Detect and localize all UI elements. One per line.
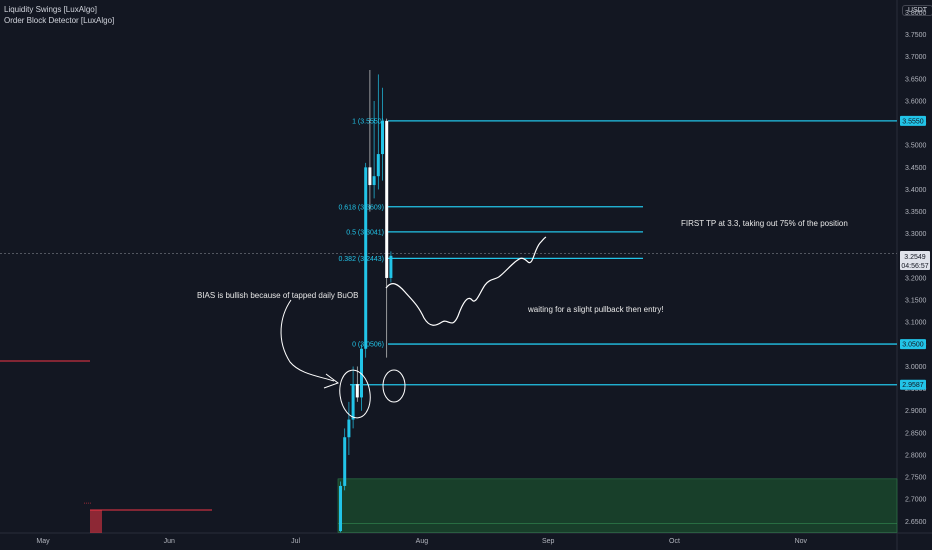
liquidity-tiny-label: ▪ ▪ ▪ ▪ xyxy=(84,501,91,505)
pullback-annotation[interactable]: waiting for a slight pullback then entry… xyxy=(527,305,664,314)
x-tick-label: Jul xyxy=(291,538,300,545)
y-tick-label: 3.1000 xyxy=(905,320,927,327)
swing-low-circle-drawing[interactable] xyxy=(382,369,406,403)
y-tick-label: 3.6500 xyxy=(905,76,927,83)
y-tick-label: 2.6500 xyxy=(905,519,927,526)
bias-annotation[interactable]: BIAS is bullish because of tapped daily … xyxy=(197,291,358,300)
y-tick-label: 3.1500 xyxy=(905,298,927,305)
y-tick-label: 2.9000 xyxy=(905,408,927,415)
y-tick-label: 3.6000 xyxy=(905,98,927,105)
candle-body[interactable] xyxy=(351,384,355,420)
current-price-value: 3.2549 xyxy=(904,254,926,261)
currency-button[interactable]: USDT xyxy=(902,5,932,16)
indicator-liquidity-swings[interactable]: Liquidity Swings [LuxAlgo] xyxy=(4,5,97,14)
y-tick-label: 2.8500 xyxy=(905,430,927,437)
fib-level-label: 0.382 (3.2443) xyxy=(338,256,384,263)
y-tick-label: 3.0000 xyxy=(905,364,927,371)
x-tick-label: Nov xyxy=(795,538,808,545)
take-profit-annotation[interactable]: FIRST TP at 3.3, taking out 75% of the p… xyxy=(681,219,848,228)
candle-body[interactable] xyxy=(339,485,342,532)
fib-price-badge xyxy=(900,339,926,350)
fib-level-label: 0 (3.0506) xyxy=(352,342,384,349)
x-tick-label: Jun xyxy=(164,538,175,545)
y-tick-label: 3.7000 xyxy=(905,54,927,61)
fibonacci-retracement[interactable]: 1 (3.5550)0.618 (3.3609)0.5 (3.3041)0.38… xyxy=(338,118,897,386)
current-price-badge: 3.2549 04:56:57 xyxy=(900,251,930,270)
x-tick-label: Oct xyxy=(669,538,680,545)
y-tick-label: 3.3000 xyxy=(905,231,927,238)
candle-body[interactable] xyxy=(347,419,351,438)
candle-body[interactable] xyxy=(381,120,384,155)
candle-body[interactable] xyxy=(368,167,372,186)
candles[interactable] xyxy=(339,69,393,533)
y-tick-label: 3.5000 xyxy=(905,143,927,150)
liquidity-volume-zone xyxy=(90,510,102,533)
bullish-order-block-zone[interactable] xyxy=(337,478,898,533)
price-axis-badges: 3.5550 3.0500 2.9587 xyxy=(900,115,926,390)
candle-body[interactable] xyxy=(364,167,368,349)
fib-level-label: 1 (3.5550) xyxy=(352,118,384,125)
x-tick-label: Aug xyxy=(416,538,429,545)
candle-countdown: 04:56:57 xyxy=(901,263,928,270)
x-tick-label: May xyxy=(36,538,50,545)
candle-body[interactable] xyxy=(389,255,393,278)
candle-body[interactable] xyxy=(360,348,363,398)
y-tick-label: 3.2000 xyxy=(905,275,927,282)
y-tick-label: 3.7500 xyxy=(905,32,927,39)
x-tick-label: Sep xyxy=(542,538,555,545)
swing-price-badge xyxy=(900,379,926,390)
candle-body[interactable] xyxy=(355,384,359,398)
fib-level-label: 0.618 (3.3609) xyxy=(338,204,384,211)
y-tick-label: 2.8000 xyxy=(905,452,927,459)
fib-price-badge xyxy=(900,115,926,126)
y-tick-label: 3.4000 xyxy=(905,187,927,194)
y-tick-label: 3.8000 xyxy=(905,10,927,17)
candle-body[interactable] xyxy=(372,176,376,186)
order-block-circle-drawing[interactable] xyxy=(337,368,373,420)
y-tick-label: 2.7500 xyxy=(905,475,927,482)
y-tick-label: 2.7000 xyxy=(905,497,927,504)
arrow-head-icon xyxy=(323,373,340,389)
indicator-legend: Liquidity Swings [LuxAlgo] Order Block D… xyxy=(4,4,114,26)
candle-body[interactable] xyxy=(343,437,347,486)
candle-body[interactable] xyxy=(385,120,389,278)
fib-price-badge-label: 3.5550 xyxy=(902,118,924,125)
projected-path-drawing[interactable] xyxy=(385,236,547,326)
time-axis[interactable]: May Jun Jul Aug Sep Oct Nov xyxy=(36,538,807,545)
y-tick-label: 3.4500 xyxy=(905,165,927,172)
candle-body[interactable] xyxy=(376,154,380,177)
y-tick-label: 3.3500 xyxy=(905,209,927,216)
swing-price-badge-label: 2.9587 xyxy=(902,382,924,389)
indicator-order-block-detector[interactable]: Order Block Detector [LuxAlgo] xyxy=(4,16,115,25)
bias-arrow-drawing[interactable] xyxy=(280,299,335,382)
fib-price-badge-label: 3.0500 xyxy=(902,342,924,349)
